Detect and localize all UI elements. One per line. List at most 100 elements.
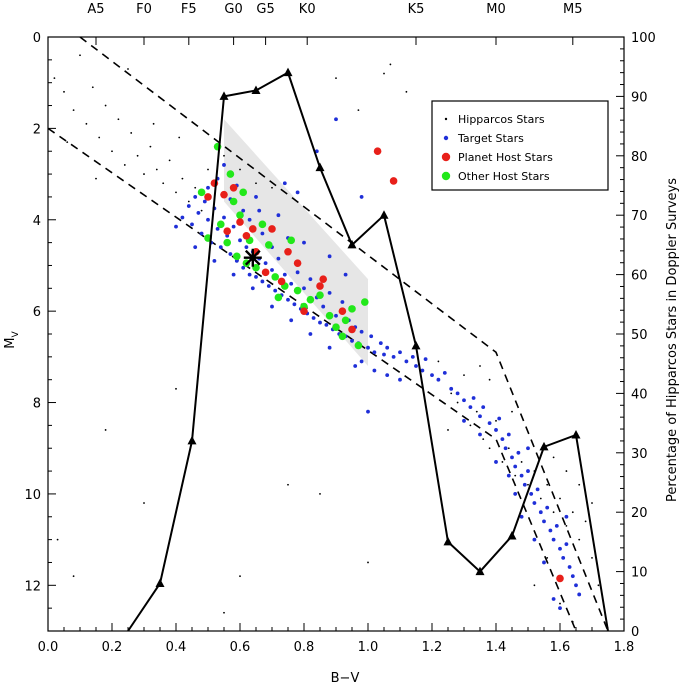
target-star-point bbox=[327, 345, 332, 350]
y-tick-label: 8 bbox=[33, 397, 41, 412]
other-host-star-point bbox=[233, 252, 241, 261]
target-star-point bbox=[561, 555, 566, 560]
target-star-point bbox=[334, 313, 338, 318]
target-star-point bbox=[314, 149, 319, 154]
other-host-star-point bbox=[361, 298, 369, 306]
hipparcos-star-point bbox=[223, 154, 225, 157]
y-axis-title: MV bbox=[3, 330, 21, 348]
x-tick-label: 0.6 bbox=[230, 640, 251, 655]
target-star-point bbox=[442, 370, 447, 375]
y-tick-label: 6 bbox=[33, 305, 41, 320]
planet-host-star-point bbox=[204, 193, 212, 201]
planet-host-star-point bbox=[229, 183, 238, 192]
spectral-type-label: G0 bbox=[224, 2, 242, 17]
legend: Hipparcos Stars Target Stars Planet Host S… bbox=[431, 100, 609, 191]
planet-host-star-point bbox=[249, 225, 257, 233]
y2-tick-label: 0 bbox=[631, 625, 639, 640]
target-star-point bbox=[174, 224, 178, 229]
target-star-point bbox=[327, 254, 332, 259]
hipparcos-star-point bbox=[527, 483, 529, 486]
target-star-point bbox=[487, 421, 492, 425]
other-host-star-point bbox=[293, 286, 302, 295]
percentage-point bbox=[539, 441, 549, 451]
target-star-point bbox=[302, 286, 306, 291]
y-tick-label: 12 bbox=[24, 579, 41, 594]
target-star-point bbox=[359, 195, 364, 199]
target-star-point bbox=[311, 316, 316, 320]
target-star-point bbox=[570, 574, 575, 579]
hipparcos-star-point bbox=[72, 575, 75, 578]
hipparcos-star-point bbox=[539, 497, 542, 500]
target-star-point bbox=[180, 215, 185, 220]
target-star-point bbox=[247, 217, 252, 222]
target-star-point bbox=[449, 386, 454, 391]
y-axis-title-main: M bbox=[3, 337, 18, 348]
target-star-point bbox=[353, 364, 358, 368]
y-axis-ticks: 0 2 4 6 8 10 12 bbox=[24, 31, 56, 632]
target-star-point bbox=[359, 359, 364, 364]
hipparcos-star-point bbox=[597, 584, 600, 587]
target-star-point bbox=[254, 274, 258, 279]
hipparcos-star-point bbox=[162, 182, 165, 185]
other-host-star-point bbox=[226, 170, 235, 178]
target-star-point bbox=[212, 258, 217, 263]
target-star-point bbox=[366, 345, 370, 350]
target-star-point bbox=[385, 345, 390, 350]
target-star-point bbox=[218, 245, 223, 250]
hipparcos-star-point bbox=[175, 387, 177, 390]
hipparcos-star-point bbox=[181, 177, 184, 180]
hipparcos-star-point bbox=[95, 177, 97, 180]
planet-host-star-point bbox=[319, 275, 328, 283]
percentage-point bbox=[347, 239, 357, 249]
target-star-point bbox=[526, 469, 530, 473]
hipparcos-star-point bbox=[559, 602, 561, 605]
planet-host-star-point bbox=[261, 268, 270, 277]
band-boundary-upper bbox=[79, 36, 609, 632]
hipparcos-star-point bbox=[98, 136, 101, 139]
target-star-point bbox=[334, 117, 338, 122]
planet-host-star-point bbox=[242, 231, 251, 240]
percentage-point bbox=[507, 530, 517, 540]
hipparcos-star-point bbox=[271, 186, 273, 189]
hipparcos-star-point bbox=[223, 611, 225, 614]
other-host-star-point bbox=[306, 295, 315, 304]
y2-tick-label: 50 bbox=[631, 328, 648, 343]
hipparcos-star-point bbox=[63, 90, 65, 93]
hipparcos-star-point bbox=[495, 419, 497, 422]
target-star-point bbox=[321, 304, 326, 309]
percentage-point bbox=[443, 536, 453, 546]
target-star-point bbox=[497, 416, 502, 421]
spectral-type-label: M5 bbox=[563, 2, 583, 17]
hipparcos-star-point bbox=[437, 360, 440, 363]
x-tick-label: 0.0 bbox=[38, 640, 59, 655]
target-star-point bbox=[359, 329, 364, 334]
hipparcos-star-point bbox=[488, 447, 491, 450]
other-host-star-point bbox=[341, 316, 350, 325]
planet-host-star-point bbox=[316, 282, 324, 290]
hipparcos-star-point bbox=[127, 68, 129, 70]
target-star-point bbox=[228, 252, 233, 256]
planet-host-star-point bbox=[556, 574, 564, 583]
target-star-point bbox=[423, 357, 428, 362]
target-star-point bbox=[519, 473, 524, 478]
x-tick-label: 0.4 bbox=[166, 640, 187, 655]
sun-marker-layer bbox=[243, 248, 262, 267]
target-star-point bbox=[270, 268, 274, 272]
y-tick-label: 4 bbox=[33, 214, 41, 229]
target-star-point bbox=[542, 560, 546, 565]
sun-star-marker bbox=[243, 248, 262, 267]
hipparcos-star-point bbox=[319, 493, 321, 495]
other-host-star-point bbox=[325, 311, 334, 320]
spectral-type-label: G5 bbox=[256, 2, 274, 17]
target-star-point bbox=[350, 338, 354, 343]
target-star-point bbox=[282, 181, 287, 186]
other-host-star-point bbox=[316, 291, 324, 299]
target-star-point bbox=[532, 501, 537, 505]
target-star-point bbox=[295, 270, 300, 275]
spectral-type-label: K0 bbox=[299, 2, 316, 17]
percentage-point bbox=[251, 85, 261, 94]
target-star-point bbox=[231, 272, 236, 277]
x-axis-ticks: 0.0 0.2 0.4 0.6 0.8 1.0 1.2 1.4 1.6 1.8 bbox=[38, 623, 634, 655]
target-star-point bbox=[241, 265, 246, 270]
y2-tick-label: 20 bbox=[631, 506, 648, 521]
